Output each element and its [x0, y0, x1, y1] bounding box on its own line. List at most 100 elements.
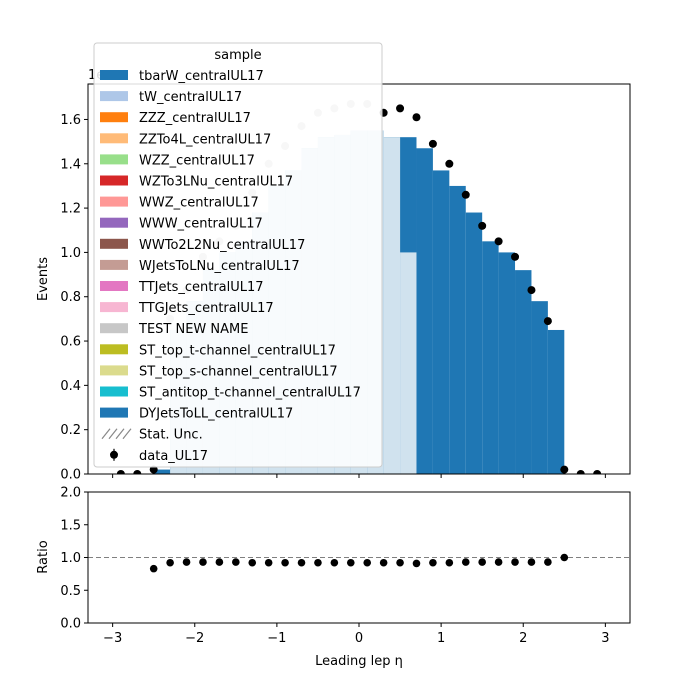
data-point — [527, 286, 536, 295]
legend-swatch — [100, 70, 128, 80]
data-point — [428, 139, 437, 148]
mc-bar-test-new-name — [400, 252, 417, 474]
data-point — [412, 113, 421, 122]
ratio-point — [232, 558, 240, 566]
mc-bar-test-new-name — [383, 137, 401, 474]
ratio-y-tick-label: 1.5 — [60, 518, 81, 533]
x-tick-label: 1 — [437, 631, 445, 646]
data-point — [116, 470, 125, 474]
data-point — [494, 237, 503, 246]
mc-bar-dyjets — [482, 241, 499, 474]
main-y-tick-label: 0.6 — [60, 335, 81, 350]
legend-entry: Stat. Unc. — [101, 428, 203, 443]
legend-entry: WZTo3LNu_centralUL17 — [100, 175, 293, 190]
x-tick-label: −2 — [185, 631, 204, 646]
data-point — [593, 470, 602, 474]
legend-label: DYJetsToLL_centralUL17 — [139, 407, 293, 422]
ratio-point — [264, 558, 273, 567]
legend-entry: TEST NEW NAME — [100, 322, 248, 337]
legend-entry: ST_top_t-channel_centralUL17 — [100, 343, 336, 358]
legend-label: TTJets_centralUL17 — [138, 280, 264, 295]
legend-label: tbarW_centralUL17 — [139, 69, 264, 84]
mc-bar-dyjets — [153, 469, 171, 474]
legend-entry: tW_centralUL17 — [100, 90, 242, 105]
main-y-tick-label: 1.0 — [60, 246, 81, 261]
ratio-plot-area: 0.0 0.5 1.0 1.5 2.0 −3 −2 −1 0 1 2 3 Ratio Leading… — [36, 486, 631, 669]
legend-title: sample — [214, 48, 261, 63]
ratio-point — [297, 558, 306, 567]
mc-bar-dyjets — [515, 270, 532, 474]
legend-entry: data_UL17 — [110, 448, 208, 464]
hatch-stroke — [115, 428, 125, 440]
mc-bar-dyjets — [531, 301, 548, 474]
legend-entry: DYJetsToLL_centralUL17 — [100, 407, 293, 422]
legend-label: tW_centralUL17 — [139, 90, 242, 105]
ratio-y-axis-label: Ratio — [36, 540, 51, 573]
legend-entry: WZZ_centralUL17 — [100, 153, 255, 168]
legend-marker — [110, 450, 118, 459]
main-y-tick-label: 0.8 — [60, 290, 81, 305]
legend-entry: ST_antitop_t-channel_centralUL17 — [100, 386, 361, 401]
data-point — [511, 252, 520, 261]
mc-bar-dyjets — [449, 185, 466, 474]
main-y-tick-label: 0.4 — [60, 379, 81, 394]
legend-entry: ZZZ_centralUL17 — [100, 111, 251, 126]
main-y-axis-label: Events — [36, 257, 51, 301]
main-y-tick-label: 1.4 — [60, 157, 81, 172]
main-y-tick-label: 0.0 — [60, 468, 81, 483]
ratio-point — [199, 558, 207, 566]
ratio-point — [314, 558, 322, 567]
legend-label: WJetsToLNu_centralUL17 — [139, 259, 300, 274]
main-y-tick-label: 1.6 — [60, 113, 81, 128]
ratio-y-tick-label: 1.0 — [60, 551, 81, 566]
ratio-point — [494, 558, 503, 566]
legend-swatch — [100, 91, 128, 102]
mc-bar-dyjets — [498, 252, 516, 474]
legend-swatch — [100, 217, 128, 228]
legend-label: WWW_centralUL17 — [139, 217, 263, 232]
x-tick-label: 3 — [601, 631, 609, 646]
data-point — [478, 221, 487, 230]
ratio-point — [412, 559, 421, 568]
ratio-point — [379, 558, 388, 567]
legend-swatch-hatch — [101, 428, 132, 440]
legend-label: WZZ_centralUL17 — [139, 153, 255, 168]
legend-swatch — [100, 323, 128, 334]
ratio-point — [560, 553, 569, 562]
ratio-point — [461, 558, 470, 566]
data-point — [576, 470, 585, 474]
ratio-point — [166, 558, 174, 567]
mc-bar-dyjets — [465, 212, 483, 474]
legend-entry: TTJets_centralUL17 — [100, 280, 264, 295]
mc-bar-dyjets — [547, 329, 565, 474]
ratio-point — [429, 558, 437, 567]
x-axis-label: Leading lep η — [315, 654, 403, 669]
legend-entry: WWW_centralUL17 — [100, 217, 263, 232]
data-point — [543, 317, 552, 326]
data-point — [133, 470, 142, 474]
legend-swatch — [100, 281, 128, 291]
legend-swatch — [100, 175, 128, 186]
legend-swatch — [100, 302, 128, 313]
legend-label: WWTo2L2Nu_centralUL17 — [139, 238, 305, 253]
main-y-tick-label: 1.2 — [60, 202, 81, 217]
legend: sample tbarW_centralUL17 tW_centralUL17 ZZ… — [93, 42, 383, 468]
data-point — [149, 465, 158, 474]
ratio-point — [149, 564, 158, 573]
mc-bar-dyjets — [416, 148, 433, 474]
ratio-point — [281, 558, 289, 567]
mc-bar-dyjets — [432, 170, 450, 474]
legend-swatch — [100, 133, 128, 144]
legend-swatch — [100, 407, 128, 418]
legend-entry: WWZ_centralUL17 — [100, 196, 259, 211]
legend-swatch — [100, 112, 128, 123]
ratio-point — [544, 558, 552, 566]
data-point — [445, 159, 454, 168]
data-point — [560, 465, 569, 474]
ratio-point — [396, 558, 404, 567]
legend-swatch — [100, 365, 128, 376]
x-tick-label: 2 — [519, 631, 527, 646]
legend-swatch — [100, 238, 128, 249]
legend-label: ZZZ_centralUL17 — [139, 111, 251, 126]
